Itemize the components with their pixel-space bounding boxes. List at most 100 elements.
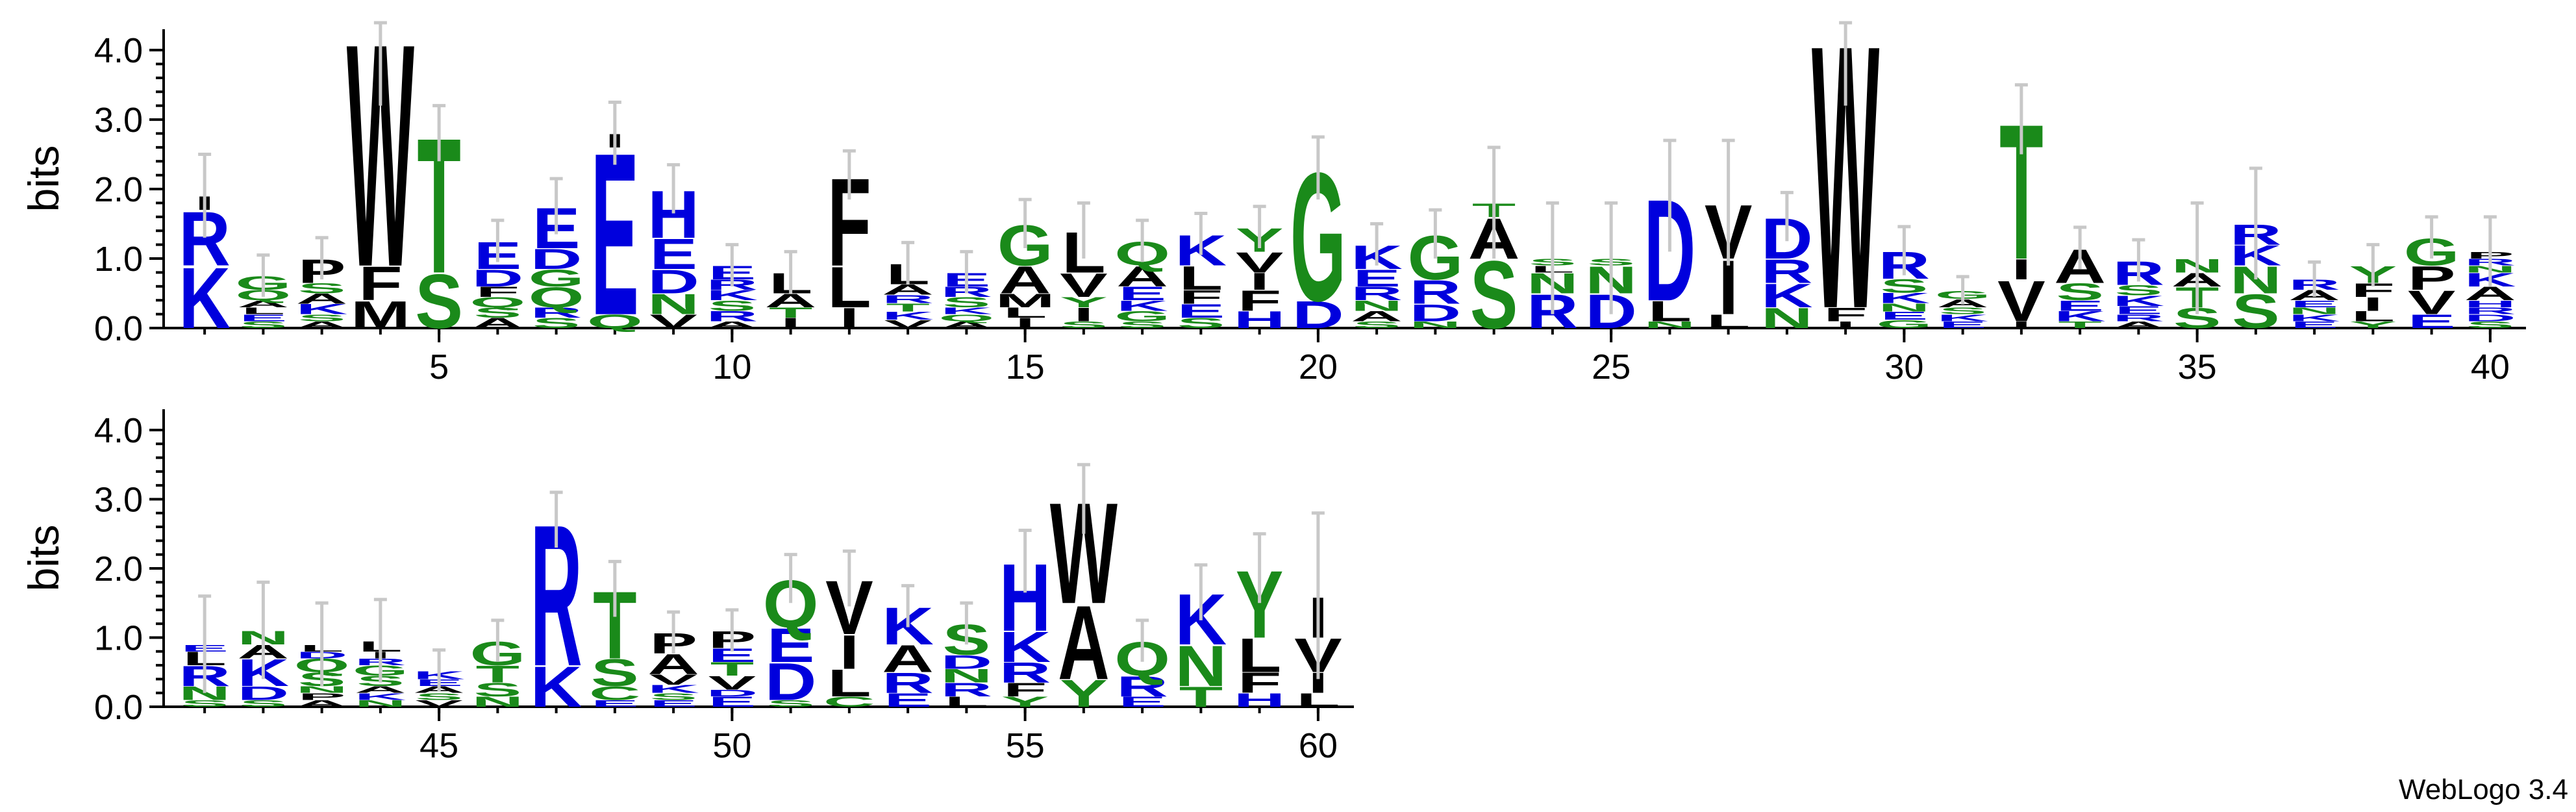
logo-letter: S xyxy=(240,698,288,709)
x-tick-label: 15 xyxy=(1006,348,1045,387)
y-axis-title: bits xyxy=(19,146,68,212)
y-tick-label: 1.0 xyxy=(94,618,143,657)
logo-letter: S xyxy=(2232,285,2280,338)
logo-letter: R xyxy=(2464,305,2516,316)
logo-letter: L xyxy=(1003,305,1047,321)
logo-letter: N xyxy=(1410,320,1462,331)
y-tick-label: 2.0 xyxy=(94,170,143,209)
logo-letter: A xyxy=(647,648,699,681)
logo-letter: E xyxy=(2056,298,2104,314)
logo-letter: H xyxy=(1234,307,1286,334)
logo-letter: V xyxy=(415,698,463,709)
logo-letter: I xyxy=(2363,294,2383,315)
logo-letter: S xyxy=(2466,320,2514,331)
logo-letter: A xyxy=(1058,584,1110,702)
logo-letter: A xyxy=(882,281,934,298)
logo-letter: K xyxy=(941,305,993,316)
logo-letter: S xyxy=(1881,275,1929,297)
logo-letter: R xyxy=(882,667,934,700)
logo-letter: S xyxy=(591,652,639,694)
logo-letter: N xyxy=(355,698,406,709)
logo-letter: Y xyxy=(1060,294,1108,311)
logo-letter: D xyxy=(2464,312,2516,324)
logo-letter: M xyxy=(351,293,410,336)
logo-row-1: 0.01.02.03.04.0bits510152025303540KRISEL… xyxy=(19,0,2526,388)
logo-letter: E xyxy=(2290,299,2338,310)
logo-letter: R xyxy=(1351,283,1403,305)
logo-letter: S xyxy=(415,691,463,702)
logo-letter: K xyxy=(2054,308,2106,324)
logo-letter: E xyxy=(1118,283,1166,305)
logo-letter: E xyxy=(1177,300,1225,322)
logo-letter: N xyxy=(1761,302,1813,335)
x-tick-label: 35 xyxy=(2178,348,2217,387)
logo-letter: I xyxy=(1249,268,1269,296)
logo-letter: N xyxy=(1351,298,1403,314)
logo-letter: L xyxy=(1707,311,1750,333)
logo-letter: Y xyxy=(1001,694,1049,710)
logo-letter: V xyxy=(649,672,697,688)
logo-letter: E xyxy=(1118,694,1166,710)
logo-letter: S xyxy=(532,315,581,331)
logo-letter: S xyxy=(298,280,346,296)
logo-letter: A xyxy=(941,320,993,331)
logo-letter: A xyxy=(1351,308,1403,324)
logo-letter: L xyxy=(827,662,871,705)
logo-letter: R xyxy=(999,657,1051,689)
logo-letter: R xyxy=(1761,253,1813,290)
logo-letter: V xyxy=(1236,246,1284,279)
logo-letter: S xyxy=(415,259,463,345)
logo-letter: D xyxy=(1410,299,1462,327)
logo-letter: E xyxy=(884,690,932,711)
logo-letter: I xyxy=(781,315,801,331)
logo-letter: N xyxy=(647,288,699,320)
logo-letter: S xyxy=(708,298,757,314)
logo-letter: R xyxy=(1116,670,1168,703)
y-axis-title: bits xyxy=(19,525,68,592)
logo-letter: E xyxy=(1881,309,1929,322)
logo-letter: A xyxy=(238,299,290,310)
logo-letter: K xyxy=(707,287,758,303)
logo-letter: S xyxy=(474,305,522,321)
logo-letter: F xyxy=(1238,285,1281,317)
logo-letter: T xyxy=(769,305,812,321)
logo-letter: E xyxy=(1939,320,1987,331)
x-tick-label: 45 xyxy=(419,726,458,765)
logo-letter: Q xyxy=(938,312,994,324)
logo-letter: A xyxy=(355,684,406,695)
logo-letter: S xyxy=(1060,320,1108,331)
logo-letter: A xyxy=(2113,320,2165,331)
logo-letter: A xyxy=(707,320,758,331)
logo-letter: R xyxy=(531,305,582,321)
logo-letter: N xyxy=(2288,305,2340,316)
x-tick-label: 25 xyxy=(1592,348,1631,387)
logo-row-2: 0.01.02.03.04.0bits45505560SNRLESDKANAPN… xyxy=(19,409,1354,765)
logo-letter: S xyxy=(1470,241,1518,349)
logo-letter: A xyxy=(296,320,348,331)
logo-letter: A xyxy=(882,637,934,680)
logo-letter: T xyxy=(886,301,929,314)
logo-letter: M xyxy=(995,290,1055,311)
logo-letter: E xyxy=(649,230,697,279)
logo-letter: Q xyxy=(529,281,584,314)
logo-letter: E xyxy=(708,694,757,710)
logo-letter: N xyxy=(941,665,993,687)
logo-letter: P xyxy=(298,691,346,702)
logo-letter: I xyxy=(840,302,860,335)
x-tick-label: 20 xyxy=(1299,348,1338,387)
logo-letter: A xyxy=(999,259,1051,301)
y-tick-label: 3.0 xyxy=(94,101,143,140)
logo-letter: Y xyxy=(2349,320,2397,331)
logo-letter: S xyxy=(474,679,522,701)
x-tick-label: 55 xyxy=(1006,726,1045,765)
logo-letter: F xyxy=(476,284,519,300)
logo-letter: N xyxy=(1879,301,1931,314)
logo-letter: Q xyxy=(469,294,525,311)
logo-letter: A xyxy=(296,698,348,709)
logo-letter: V xyxy=(2408,284,2456,322)
logo-letter: D xyxy=(707,688,758,699)
logo-letter: N xyxy=(1644,320,1696,331)
logo-letter: V xyxy=(708,672,757,694)
logo-letter: S xyxy=(1177,315,1225,331)
logo-letter: I xyxy=(840,625,860,679)
